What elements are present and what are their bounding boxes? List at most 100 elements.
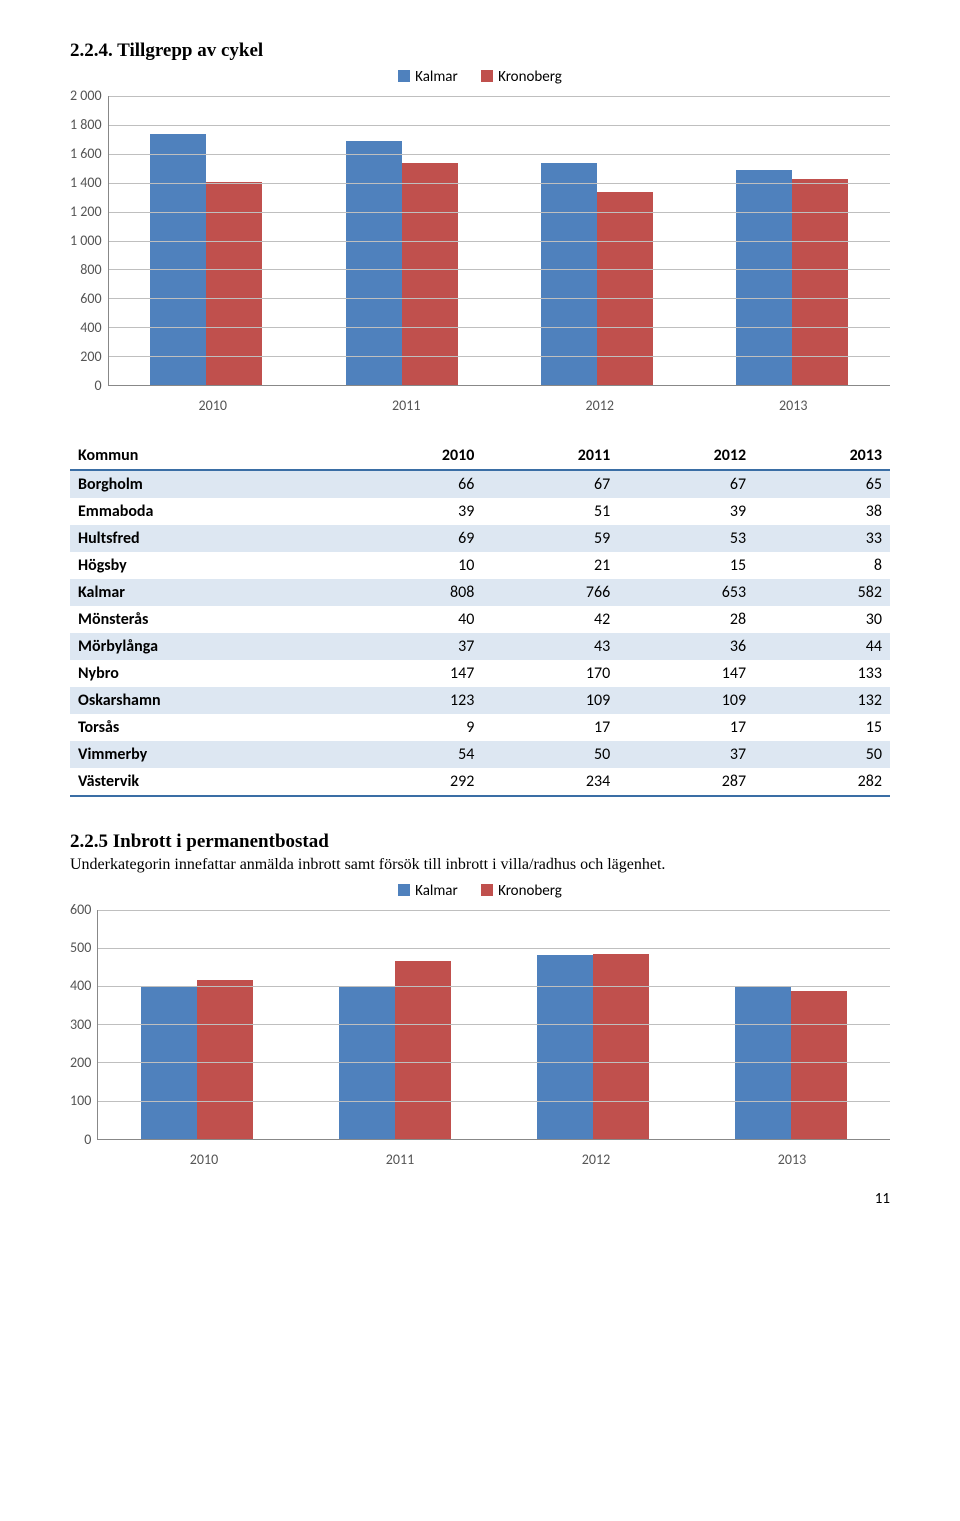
gridline [109,212,890,213]
bar-kronoberg [593,954,649,1139]
y-tick: 300 [70,1018,91,1032]
cell-kommun: Hultsfred [70,525,346,552]
gridline [109,241,890,242]
bar-kalmar [537,955,593,1139]
bar-kalmar [150,134,206,385]
gridline [109,298,890,299]
cell-value: 40 [346,606,482,633]
bar-kalmar [541,163,597,385]
gridline [109,269,890,270]
cell-kommun: Västervik [70,768,346,796]
gridline [109,96,890,97]
cell-value: 42 [482,606,618,633]
chart2-y-axis: 600 500 400 300 200 100 0 [70,903,97,1147]
chart2: 6005004003002001000 [70,910,890,1147]
bar-group [150,134,262,385]
gridline [98,1101,890,1102]
chart1-legend: Kalmar Kronoberg [70,68,890,86]
chart1-x-axis: 2010201120122013 [70,397,890,414]
y-tick: 2 000 [70,89,102,103]
chart2-plot [97,910,890,1140]
x-tick: 2011 [392,397,420,414]
th-kommun: Kommun [70,442,346,470]
chart1: 2 0001 8001 6001 4001 2001 0008006004002… [70,96,890,393]
cell-kommun: Vimmerby [70,741,346,768]
chart1-plot [108,96,890,386]
y-tick: 600 [80,292,101,306]
y-tick: 800 [80,263,101,277]
y-tick: 1 000 [70,234,102,248]
cell-value: 67 [482,470,618,498]
y-tick: 400 [70,979,91,993]
cell-kommun: Nybro [70,660,346,687]
cell-value: 147 [346,660,482,687]
th-2010: 2010 [346,442,482,470]
bar-group [541,163,653,385]
bar-group [346,141,458,385]
legend2-swatch-kronoberg [481,884,493,896]
gridline [109,125,890,126]
cell-value: 67 [618,470,754,498]
cell-value: 30 [754,606,890,633]
table-row: Vimmerby54503750 [70,741,890,768]
bar-group [339,961,451,1139]
legend2-swatch-kalmar [398,884,410,896]
table-row: Mönsterås40422830 [70,606,890,633]
cell-value: 44 [754,633,890,660]
y-tick: 200 [70,1056,91,1070]
page-number: 11 [70,1190,890,1208]
gridline [109,183,890,184]
cell-value: 50 [754,741,890,768]
cell-value: 59 [482,525,618,552]
cell-value: 36 [618,633,754,660]
cell-value: 8 [754,552,890,579]
cell-value: 17 [482,714,618,741]
bar-kalmar [736,170,792,385]
th-2013: 2013 [754,442,890,470]
legend-swatch-kronoberg [481,70,493,82]
bar-kronoberg [402,163,458,385]
bar-group [537,954,649,1139]
cell-value: 21 [482,552,618,579]
y-tick: 600 [70,903,91,917]
th-2012: 2012 [618,442,754,470]
cell-value: 39 [346,498,482,525]
legend-item-kronoberg: Kronoberg [481,68,562,86]
cell-kommun: Mörbylånga [70,633,346,660]
y-tick: 0 [84,1133,91,1147]
table-row: Emmaboda39513938 [70,498,890,525]
cell-value: 37 [618,741,754,768]
x-tick: 2012 [582,1151,610,1168]
cell-value: 15 [618,552,754,579]
cell-value: 33 [754,525,890,552]
cell-kommun: Borgholm [70,470,346,498]
cell-value: 123 [346,687,482,714]
cell-value: 37 [346,633,482,660]
x-tick: 2011 [386,1151,414,1168]
cell-value: 39 [618,498,754,525]
cell-kommun: Mönsterås [70,606,346,633]
th-2011: 2011 [482,442,618,470]
cell-value: 653 [618,579,754,606]
section-heading-225: 2.2.5 Inbrott i permanentbostad [70,831,890,853]
cell-value: 282 [754,768,890,796]
cell-kommun: Högsby [70,552,346,579]
table-header-row: Kommun 2010 2011 2012 2013 [70,442,890,470]
legend-label-kalmar: Kalmar [415,68,458,86]
cell-value: 132 [754,687,890,714]
cell-value: 582 [754,579,890,606]
cell-value: 53 [618,525,754,552]
data-table: Kommun 2010 2011 2012 2013 Borgholm66676… [70,442,890,797]
y-tick: 500 [70,941,91,955]
y-tick: 0 [94,379,101,393]
y-tick: 100 [70,1094,91,1108]
legend2-label-kronoberg: Kronoberg [498,882,562,900]
table-row: Borgholm66676765 [70,470,890,498]
legend-label-kronoberg: Kronoberg [498,68,562,86]
table-row: Nybro147170147133 [70,660,890,687]
cell-value: 766 [482,579,618,606]
y-tick: 1 600 [70,147,102,161]
cell-value: 50 [482,741,618,768]
bar-kronoberg [792,179,848,385]
cell-value: 234 [482,768,618,796]
